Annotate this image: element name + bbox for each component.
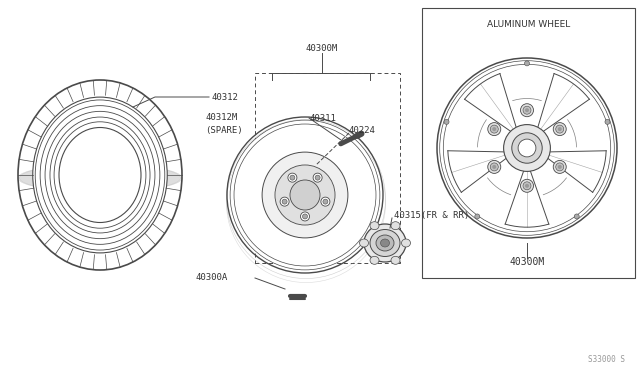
Circle shape <box>553 123 566 136</box>
Circle shape <box>523 106 531 114</box>
Ellipse shape <box>280 197 289 206</box>
Circle shape <box>557 165 562 169</box>
Text: 40300M: 40300M <box>509 257 545 267</box>
Circle shape <box>605 119 610 124</box>
Circle shape <box>444 119 449 124</box>
Ellipse shape <box>275 165 335 225</box>
Ellipse shape <box>234 124 376 266</box>
Circle shape <box>488 123 500 136</box>
Ellipse shape <box>290 175 295 180</box>
Ellipse shape <box>230 120 380 270</box>
Circle shape <box>525 184 529 188</box>
Ellipse shape <box>391 256 400 264</box>
Circle shape <box>520 104 534 117</box>
Circle shape <box>556 163 564 171</box>
Ellipse shape <box>370 256 379 264</box>
Ellipse shape <box>370 222 379 230</box>
Circle shape <box>512 133 542 163</box>
Text: 40312: 40312 <box>212 93 239 102</box>
Ellipse shape <box>33 97 167 253</box>
Circle shape <box>504 125 550 171</box>
Ellipse shape <box>19 164 180 192</box>
Circle shape <box>444 64 611 232</box>
Circle shape <box>490 125 499 133</box>
Circle shape <box>553 160 566 173</box>
Bar <box>255 73 400 263</box>
Ellipse shape <box>303 214 307 219</box>
Circle shape <box>488 160 500 173</box>
Circle shape <box>475 214 480 219</box>
Ellipse shape <box>282 199 287 204</box>
Ellipse shape <box>323 199 328 204</box>
Circle shape <box>556 125 564 133</box>
Ellipse shape <box>18 164 182 192</box>
Ellipse shape <box>262 152 348 238</box>
Text: 40311: 40311 <box>310 113 337 122</box>
Circle shape <box>525 61 529 66</box>
Text: 40300M: 40300M <box>306 44 338 52</box>
Circle shape <box>520 179 534 192</box>
Ellipse shape <box>381 239 390 247</box>
Ellipse shape <box>59 128 141 222</box>
Text: (SPARE): (SPARE) <box>205 125 243 135</box>
Ellipse shape <box>313 173 322 182</box>
Ellipse shape <box>364 224 406 262</box>
Ellipse shape <box>391 222 400 230</box>
Ellipse shape <box>290 180 320 210</box>
Circle shape <box>523 182 531 190</box>
Circle shape <box>492 165 496 169</box>
Ellipse shape <box>360 239 369 247</box>
Circle shape <box>574 214 579 219</box>
Text: 40300A: 40300A <box>196 273 228 282</box>
Circle shape <box>557 127 562 131</box>
Text: 40224: 40224 <box>349 125 376 135</box>
Ellipse shape <box>401 239 410 247</box>
Text: S33000 S: S33000 S <box>588 356 625 365</box>
Ellipse shape <box>301 212 310 221</box>
Ellipse shape <box>321 197 330 206</box>
Ellipse shape <box>370 230 400 257</box>
Text: 40315(FR & RR): 40315(FR & RR) <box>394 211 469 219</box>
Circle shape <box>518 139 536 157</box>
Ellipse shape <box>288 173 297 182</box>
Circle shape <box>492 127 496 131</box>
Ellipse shape <box>315 175 320 180</box>
Text: 40312M: 40312M <box>205 112 237 122</box>
Circle shape <box>525 108 529 112</box>
Bar <box>422 8 635 278</box>
Text: ALUMINUM WHEEL: ALUMINUM WHEEL <box>487 19 570 29</box>
Circle shape <box>490 163 499 171</box>
Ellipse shape <box>376 235 394 251</box>
